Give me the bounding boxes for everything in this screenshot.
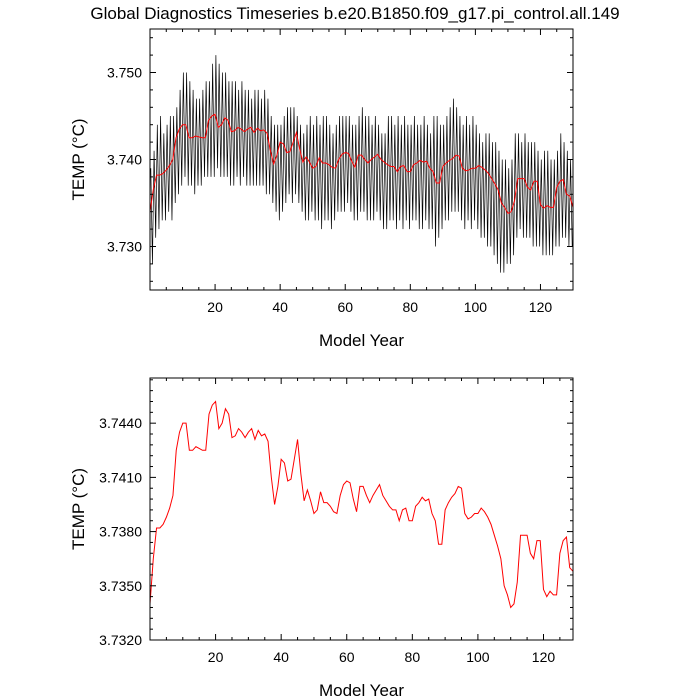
annual-series-line [150, 113, 573, 215]
x-tick-label: 40 [273, 649, 289, 665]
plot-area [150, 400, 573, 609]
x-tick-label: 80 [405, 649, 421, 665]
y-axis-label: TEMP (°C) [69, 118, 88, 200]
x-tick-label: 80 [403, 299, 419, 315]
figure-title: Global Diagnostics Timeseries b.e20.B185… [90, 4, 619, 23]
x-tick-label: 20 [207, 299, 223, 315]
y-axis-label: TEMP (°C) [69, 468, 88, 550]
plot-area [150, 55, 573, 273]
y-tick-label: 3.7320 [99, 632, 142, 648]
x-tick-label: 20 [208, 649, 224, 665]
x-tick-label: 100 [466, 649, 490, 665]
x-tick-label: 60 [339, 649, 355, 665]
x-tick-label: 120 [532, 649, 556, 665]
x-axis-label: Model Year [319, 681, 404, 700]
y-tick-label: 3.7380 [99, 524, 142, 540]
top-panel: 20 40 60 80 100 120 3.730 3.740 3.750 Model Year T… [69, 28, 574, 350]
y-tick-label: 3.7410 [99, 469, 142, 485]
plot-frame [149, 377, 574, 641]
y-tick-label: 3.7350 [99, 578, 142, 594]
x-tick-label: 60 [337, 299, 353, 315]
monthly-series-line [150, 55, 573, 273]
x-axis-label: Model Year [319, 331, 404, 350]
y-tick-label: 3.730 [107, 239, 142, 255]
x-tick-label: 100 [464, 299, 488, 315]
x-tick-label: 120 [529, 299, 553, 315]
bottom-panel: 20 40 60 80 100 120 3.7320 3.7350 3.7380 3.7410 3.… [69, 377, 574, 700]
x-tick-label: 40 [272, 299, 288, 315]
y-tick-label: 3.750 [107, 65, 142, 81]
annual-series-line [150, 400, 573, 609]
y-tick-label: 3.740 [107, 152, 142, 168]
y-tick-label: 3.7440 [99, 415, 142, 431]
